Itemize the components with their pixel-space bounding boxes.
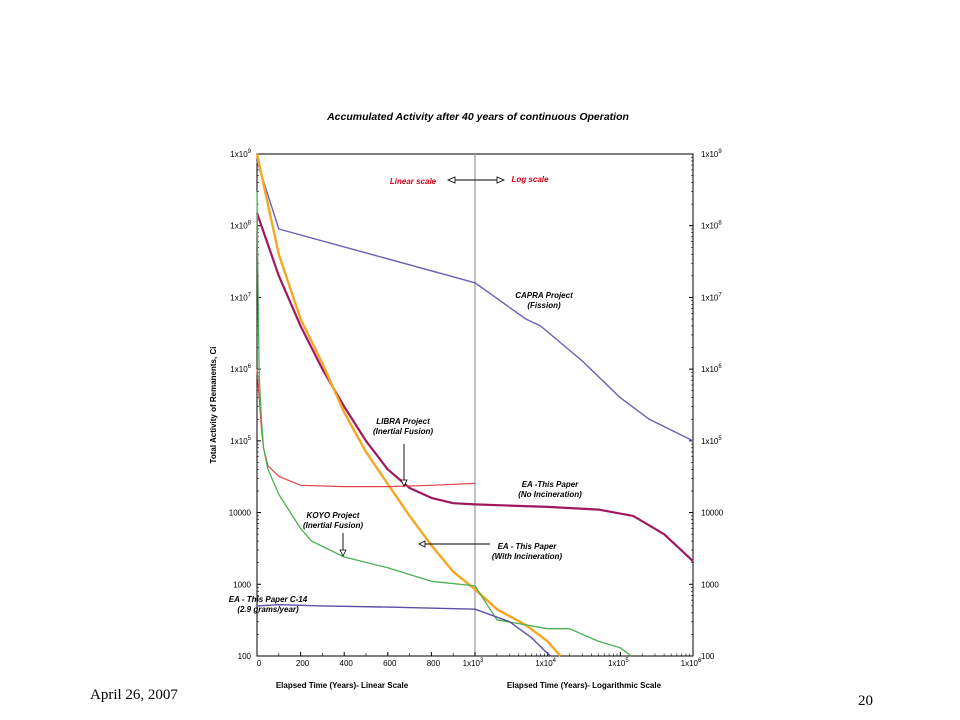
libra-pointer-arrow-head xyxy=(400,479,408,487)
y-tick-label-right: 1x106 xyxy=(701,364,722,374)
koyo-pointer-arrow-head xyxy=(339,549,347,557)
series-label-5: EA - This Paper C-14 xyxy=(229,595,308,604)
x-tick-label-linear: 600 xyxy=(383,659,397,668)
x-tick-exponent: 6 xyxy=(698,658,702,664)
y-tick-exponent: 9 xyxy=(718,149,722,155)
x-tick-exponent: 4 xyxy=(553,658,557,664)
series-label-3: LIBRA Project xyxy=(376,417,430,426)
x-tick-label-linear: 0 xyxy=(257,659,262,668)
y-tick-exponent: 7 xyxy=(248,292,252,298)
series-label-1: (No Incineration) xyxy=(518,490,582,499)
x-axis-label-linear: Elapsed Time (Years)- Linear Scale xyxy=(276,681,409,690)
series-label-4: (Inertial Fusion) xyxy=(303,521,363,530)
series-line-0 xyxy=(256,160,694,442)
y-tick-label-right: 1000 xyxy=(701,580,719,589)
y-tick-label-left: 1x105 xyxy=(230,436,251,446)
linear-scale-label: Linear scale xyxy=(390,177,437,186)
chart-title: Accumulated Activity after 40 years of c… xyxy=(326,111,629,123)
y-tick-exponent: 7 xyxy=(718,292,722,298)
log-scale-label: Log scale xyxy=(512,175,549,184)
ea-incineration-pointer-arrow-head xyxy=(418,540,426,548)
scale-arrow-left-head xyxy=(446,176,456,184)
plot-area: 1x109 1x109 1x108 1x108 1x107 1x107 1x106 1x106… xyxy=(209,149,724,690)
y-tick-exponent: 8 xyxy=(248,221,252,227)
y-tick-label-left: 1x106 xyxy=(230,364,251,374)
y-tick-label-right: 1x107 xyxy=(701,292,722,302)
x-tick-label-log: 1x106 xyxy=(681,658,702,668)
y-tick-label-left: 1x108 xyxy=(230,221,251,231)
series-line-3 xyxy=(256,369,476,488)
y-tick-exponent: 5 xyxy=(718,436,722,442)
y-tick-label-right: 1x109 xyxy=(701,149,722,159)
x-tick-exponent: 3 xyxy=(480,658,484,664)
series-line-2 xyxy=(255,153,562,657)
x-tick-exponent: 5 xyxy=(625,658,629,664)
y-tick-label-right: 10000 xyxy=(701,509,724,518)
y-tick-label-left: 100 xyxy=(238,652,252,661)
series-label-4: KOYO Project xyxy=(307,511,360,520)
series-label-1: EA -This Paper xyxy=(522,480,579,489)
y-tick-label-right: 1x105 xyxy=(701,436,722,446)
y-tick-exponent: 6 xyxy=(248,364,252,370)
series-label-0: CAPRA Project xyxy=(515,291,573,300)
y-tick-label-left: 1x109 xyxy=(230,149,251,159)
x-tick-label-linear: 200 xyxy=(296,659,310,668)
y-tick-label-left: 1000 xyxy=(233,580,251,589)
y-tick-exponent: 9 xyxy=(248,149,252,155)
x-axis-label-log: Elapsed Time (Years)- Logarithmic Scale xyxy=(507,681,662,690)
y-tick-exponent: 8 xyxy=(718,221,722,227)
footer-page-number: 20 xyxy=(858,693,873,709)
x-tick-label-linear: 800 xyxy=(427,659,441,668)
y-axis-label: Total Activity of Remanents, Ci xyxy=(209,347,218,464)
y-tick-label-left: 1x107 xyxy=(230,292,251,302)
series-label-3: (Inertial Fusion) xyxy=(373,427,433,436)
x-tick-label-log: 1x104 xyxy=(535,658,556,668)
y-tick-label-left: 10000 xyxy=(229,509,252,518)
y-tick-exponent: 5 xyxy=(248,436,252,442)
y-tick-label-right: 1x108 xyxy=(701,221,722,231)
y-tick-exponent: 6 xyxy=(718,364,722,370)
x-tick-label-log: 1x105 xyxy=(608,658,629,668)
series-line-5 xyxy=(256,604,552,657)
scale-arrow-right-head xyxy=(496,176,506,184)
footer-date: April 26, 2007 xyxy=(90,687,178,703)
x-tick-label-log: 1x103 xyxy=(463,658,484,668)
series-label-2: (With Incineration) xyxy=(492,552,562,561)
series-line-1 xyxy=(255,212,694,563)
series-line-4 xyxy=(256,191,632,657)
series-label-2: EA - This Paper xyxy=(498,542,558,551)
y-tick-label-right: 100 xyxy=(701,652,715,661)
x-tick-label-linear: 400 xyxy=(340,659,354,668)
series-label-5: (2.9 grams/year) xyxy=(237,605,299,614)
series-label-0: (Fission) xyxy=(527,301,561,310)
